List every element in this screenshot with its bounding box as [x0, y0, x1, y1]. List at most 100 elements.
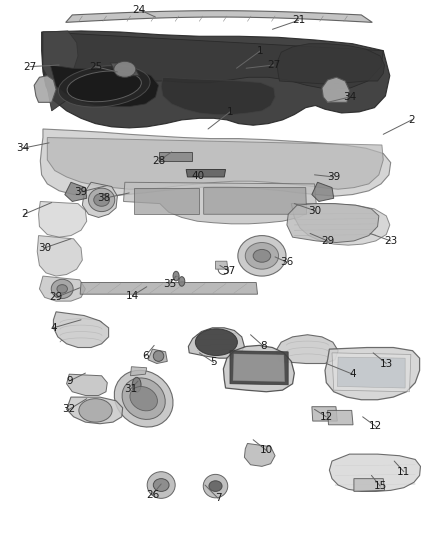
Text: 9: 9 [66, 376, 73, 386]
Ellipse shape [114, 61, 136, 77]
Text: 12: 12 [320, 412, 333, 422]
Text: 2: 2 [408, 115, 415, 125]
Text: 36: 36 [280, 257, 293, 267]
Ellipse shape [114, 370, 173, 427]
Text: 29: 29 [321, 236, 334, 246]
Ellipse shape [179, 277, 185, 286]
Ellipse shape [122, 378, 165, 419]
Polygon shape [39, 201, 87, 237]
Text: 32: 32 [63, 405, 76, 414]
Text: 25: 25 [89, 62, 102, 71]
Ellipse shape [58, 66, 150, 107]
Ellipse shape [57, 285, 67, 293]
Ellipse shape [245, 243, 279, 269]
Polygon shape [223, 345, 294, 392]
Ellipse shape [132, 377, 141, 392]
Text: 37: 37 [222, 266, 235, 276]
Polygon shape [312, 182, 334, 201]
Text: 15: 15 [374, 481, 387, 491]
Polygon shape [204, 188, 307, 214]
Polygon shape [322, 77, 350, 102]
Polygon shape [80, 282, 258, 294]
Polygon shape [312, 407, 337, 421]
Text: 31: 31 [124, 384, 137, 394]
Text: 5: 5 [210, 358, 217, 367]
Polygon shape [148, 349, 167, 364]
Text: 14: 14 [126, 291, 139, 301]
Polygon shape [67, 397, 123, 424]
Text: 7: 7 [215, 494, 222, 503]
Polygon shape [233, 354, 285, 382]
Polygon shape [131, 367, 147, 376]
Polygon shape [43, 31, 78, 86]
Polygon shape [82, 182, 117, 217]
Polygon shape [291, 204, 390, 245]
Text: 21: 21 [292, 15, 305, 25]
Text: 27: 27 [267, 60, 280, 70]
Polygon shape [66, 11, 372, 22]
Polygon shape [110, 63, 139, 76]
Text: 34: 34 [343, 92, 356, 102]
Ellipse shape [94, 193, 110, 206]
Ellipse shape [79, 399, 112, 422]
Polygon shape [124, 182, 316, 224]
Ellipse shape [253, 249, 271, 262]
Ellipse shape [51, 279, 73, 298]
Polygon shape [40, 129, 391, 196]
Polygon shape [325, 348, 420, 400]
Ellipse shape [195, 329, 237, 356]
Text: 12: 12 [369, 422, 382, 431]
Text: 40: 40 [191, 171, 205, 181]
Ellipse shape [88, 188, 115, 212]
Text: 2: 2 [21, 209, 28, 219]
Ellipse shape [147, 472, 175, 498]
Ellipse shape [238, 236, 286, 276]
Text: 35: 35 [163, 279, 177, 288]
Text: 23: 23 [384, 236, 397, 246]
Text: 1: 1 [257, 46, 264, 55]
Polygon shape [215, 261, 228, 269]
Polygon shape [276, 335, 338, 364]
Polygon shape [188, 328, 244, 358]
Text: 24: 24 [133, 5, 146, 14]
Polygon shape [337, 357, 405, 388]
Text: 30: 30 [38, 243, 51, 253]
Text: 29: 29 [49, 293, 63, 302]
Ellipse shape [153, 351, 164, 361]
Text: 26: 26 [146, 490, 159, 499]
Text: 11: 11 [397, 467, 410, 477]
Polygon shape [134, 188, 199, 214]
Polygon shape [161, 77, 275, 115]
Polygon shape [159, 152, 192, 161]
Polygon shape [328, 410, 353, 425]
Polygon shape [244, 443, 275, 466]
Polygon shape [230, 351, 288, 385]
Polygon shape [354, 479, 385, 491]
Polygon shape [65, 182, 87, 201]
Polygon shape [47, 138, 383, 189]
Ellipse shape [209, 481, 222, 491]
Polygon shape [43, 32, 383, 111]
Polygon shape [332, 353, 411, 392]
Polygon shape [50, 65, 159, 107]
Text: 4: 4 [50, 323, 57, 333]
Text: 39: 39 [74, 187, 88, 197]
Text: 38: 38 [98, 193, 111, 203]
Text: 34: 34 [16, 143, 29, 153]
Polygon shape [287, 204, 379, 243]
Text: 27: 27 [23, 62, 36, 71]
Text: 1: 1 [226, 107, 233, 117]
Polygon shape [53, 312, 109, 348]
Text: 4: 4 [349, 369, 356, 379]
Polygon shape [329, 454, 420, 491]
Polygon shape [37, 236, 82, 276]
Text: 28: 28 [152, 156, 165, 166]
Text: 8: 8 [260, 342, 267, 351]
Ellipse shape [67, 71, 141, 102]
Ellipse shape [203, 474, 228, 498]
Polygon shape [186, 169, 226, 177]
Text: 6: 6 [142, 351, 149, 361]
Ellipse shape [130, 386, 157, 411]
Polygon shape [277, 44, 385, 84]
Polygon shape [34, 76, 56, 102]
